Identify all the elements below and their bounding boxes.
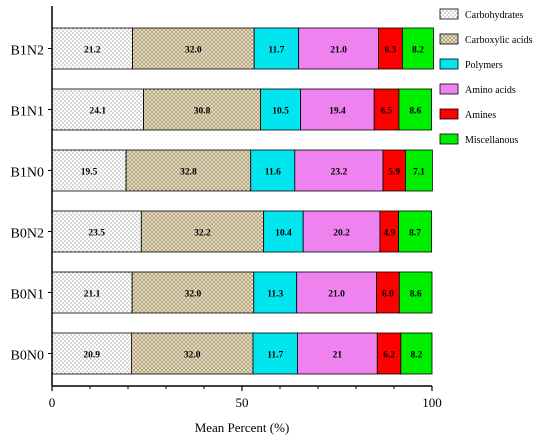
data-label: 23.5 bbox=[88, 229, 105, 239]
legend-swatch bbox=[439, 133, 459, 145]
legend-swatch bbox=[439, 33, 459, 45]
data-label: 11.6 bbox=[265, 168, 281, 178]
data-label: 21.2 bbox=[84, 46, 101, 56]
data-label: 6.0 bbox=[382, 290, 394, 300]
y-tick-label: B1N0 bbox=[11, 166, 44, 181]
plot-area: 21.2 32.0 11.7 21.0 6.3 8.2 24.1 30.8 10.5 19.4 6.… bbox=[51, 27, 434, 375]
bar-segment bbox=[125, 149, 252, 192]
data-label: 10.5 bbox=[272, 107, 289, 117]
data-label: 20.9 bbox=[83, 351, 100, 361]
y-tick-label: B1N1 bbox=[11, 105, 44, 120]
bar-segment bbox=[252, 332, 298, 375]
data-label: 24.1 bbox=[89, 107, 106, 117]
data-label: 7.1 bbox=[413, 168, 425, 178]
bar-segment bbox=[296, 271, 377, 314]
bar-segment bbox=[294, 149, 384, 192]
data-label: 11.3 bbox=[267, 290, 283, 300]
y-tick-label: B0N1 bbox=[11, 288, 44, 303]
data-label: 8.7 bbox=[409, 229, 421, 239]
y-tick-label: B0N0 bbox=[11, 349, 44, 364]
data-label: 6.2 bbox=[383, 351, 395, 361]
data-label: 32.0 bbox=[185, 46, 202, 56]
bar-segment bbox=[398, 88, 433, 131]
data-label: 21.0 bbox=[328, 290, 345, 300]
bar-segment bbox=[398, 271, 433, 314]
data-label: 21.1 bbox=[84, 290, 101, 300]
bar-segment bbox=[404, 149, 433, 192]
legend-label: Amino acids bbox=[465, 85, 516, 96]
legend-swatch bbox=[439, 8, 459, 20]
data-label: 32.2 bbox=[194, 229, 211, 239]
x-axis-label: Mean Percent (%) bbox=[195, 420, 290, 435]
bar-segment bbox=[51, 149, 127, 192]
data-label: 19.4 bbox=[329, 107, 346, 117]
bar-segment bbox=[51, 27, 133, 70]
legend-label: Carbohydrates bbox=[465, 10, 523, 21]
data-label: 23.2 bbox=[331, 168, 348, 178]
axes: B1N2 B1N1 B1N0 B0N2 B0N1 B0N0 0 50 100 bbox=[11, 6, 442, 410]
data-label: 21 bbox=[333, 351, 343, 361]
bar-segment bbox=[260, 88, 301, 131]
bar-segment bbox=[51, 332, 132, 375]
data-label: 8.2 bbox=[412, 46, 424, 56]
bar-segment bbox=[143, 88, 262, 131]
data-label: 10.4 bbox=[275, 229, 292, 239]
bar-segment bbox=[373, 88, 400, 131]
legend: Carbohydrates Carboxylic acids Polymers Ami… bbox=[439, 8, 533, 146]
bar-segment bbox=[298, 27, 379, 70]
bar-segment bbox=[297, 332, 378, 375]
data-label: 11.7 bbox=[268, 46, 284, 56]
bar-segment bbox=[401, 27, 434, 70]
data-label: 19.5 bbox=[81, 168, 98, 178]
bar-segment bbox=[51, 88, 144, 131]
y-tick-label: B1N2 bbox=[11, 44, 44, 59]
data-label: 6.3 bbox=[384, 46, 396, 56]
bar-segment bbox=[132, 27, 255, 70]
data-label: 30.8 bbox=[194, 107, 211, 117]
legend-label: Amines bbox=[465, 110, 496, 121]
y-tick-label: B0N2 bbox=[11, 227, 44, 242]
bar-segment bbox=[253, 271, 298, 314]
data-label: 4.9 bbox=[383, 229, 395, 239]
bar-segment bbox=[51, 210, 142, 253]
bar-segment bbox=[400, 332, 433, 375]
data-label: 20.2 bbox=[333, 229, 350, 239]
data-label: 32.0 bbox=[185, 290, 202, 300]
data-label: 6.5 bbox=[381, 107, 393, 117]
bar-segment bbox=[140, 210, 265, 253]
x-tick-label: 50 bbox=[236, 395, 249, 410]
bar-segment bbox=[131, 271, 255, 314]
data-label: 8.2 bbox=[410, 351, 422, 361]
data-label: 32.0 bbox=[184, 351, 201, 361]
legend-swatch bbox=[439, 83, 459, 95]
data-label: 21.0 bbox=[330, 46, 347, 56]
data-label: 5.9 bbox=[388, 168, 400, 178]
legend-swatch bbox=[439, 108, 459, 120]
data-label: 32.8 bbox=[180, 168, 197, 178]
data-label: 8.6 bbox=[409, 107, 421, 117]
legend-swatch bbox=[439, 58, 459, 70]
data-label: 11.7 bbox=[267, 351, 283, 361]
bar-segment bbox=[250, 149, 296, 192]
legend-label: Polymers bbox=[465, 60, 503, 71]
x-tick-label: 100 bbox=[422, 395, 442, 410]
bar-segment bbox=[253, 27, 300, 70]
legend-label: Carboxylic acids bbox=[465, 35, 533, 46]
x-tick-label: 0 bbox=[49, 395, 56, 410]
data-label: 8.6 bbox=[410, 290, 422, 300]
bar-segment bbox=[398, 210, 433, 253]
legend-label: Miscellanous bbox=[465, 135, 518, 146]
bar-segment bbox=[300, 88, 375, 131]
